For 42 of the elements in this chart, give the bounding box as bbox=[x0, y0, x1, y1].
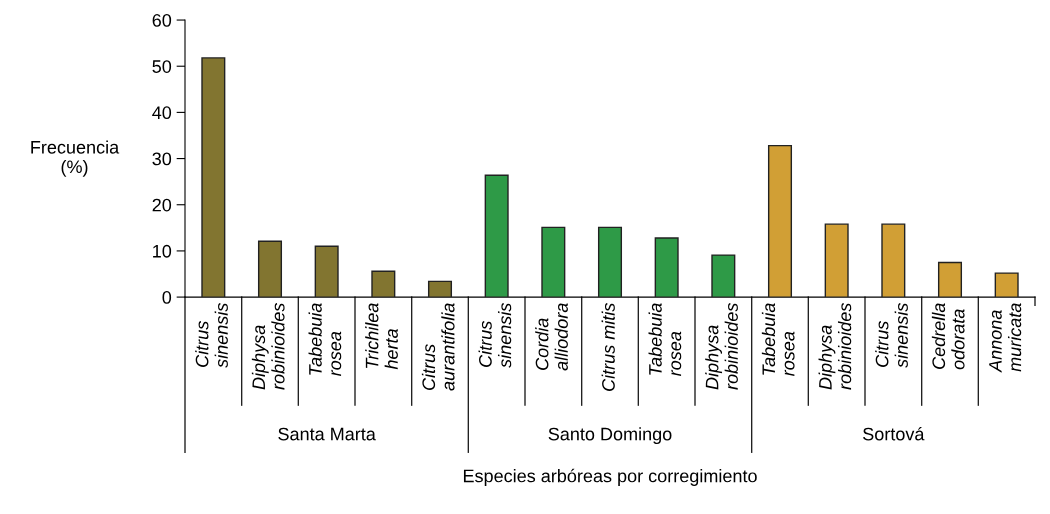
x-tick-label: Cedrella odorata bbox=[931, 303, 965, 370]
bar bbox=[427, 280, 453, 298]
x-tick-label: Diphysa robinioides bbox=[818, 303, 852, 390]
y-axis-title: Frecuencia (%) bbox=[31, 140, 120, 177]
bar bbox=[597, 226, 623, 298]
x-tick-label: Tabebuia rosea bbox=[308, 303, 342, 376]
text: Santo Domingo bbox=[548, 427, 672, 445]
text: Sortová bbox=[863, 426, 925, 441]
y-tick-label: 30 bbox=[152, 152, 172, 166]
y-tick-label: 40 bbox=[152, 106, 172, 120]
bar bbox=[654, 237, 679, 298]
y-tick-label: 10 bbox=[153, 244, 172, 258]
text: Santa Marta bbox=[278, 427, 376, 441]
y-tick-label: 50 bbox=[152, 60, 172, 73]
x-tick-label: Citrus mitis bbox=[601, 303, 615, 391]
y-tick-label: 0 bbox=[162, 291, 172, 304]
x-tick-label: Citrus sinensis bbox=[478, 303, 512, 368]
bar bbox=[767, 144, 793, 298]
x-tick-label: Annona muricata bbox=[989, 303, 1022, 373]
bar bbox=[881, 223, 906, 298]
y-tick-label: 20 bbox=[152, 198, 172, 212]
x-tick-label: Tabebuia rosea bbox=[761, 303, 795, 376]
bar bbox=[371, 270, 396, 298]
x-axis-title: Especies arbóreas por corregimiento bbox=[463, 468, 757, 486]
x-tick-label: Diphysa robinioides bbox=[705, 303, 738, 390]
x-tick-label: Citrus sinensis bbox=[195, 303, 228, 368]
bar bbox=[201, 57, 226, 298]
bar bbox=[994, 272, 1019, 298]
x-tick-label: Cordia alliodora bbox=[535, 303, 568, 371]
bar bbox=[541, 226, 566, 298]
bar bbox=[937, 261, 963, 298]
y-tick-label: 60 bbox=[152, 13, 172, 27]
bar bbox=[314, 245, 339, 298]
x-tick-label: Diphysa robinioides bbox=[251, 303, 285, 390]
x-tick-label: Citrus sinensis bbox=[875, 303, 908, 368]
bar bbox=[257, 240, 283, 298]
bar bbox=[824, 223, 849, 298]
bar bbox=[711, 254, 736, 298]
x-tick-label: Citrus aurantifolia bbox=[421, 303, 455, 391]
x-tick-label: Tabebuia rosea bbox=[648, 303, 682, 376]
bar bbox=[484, 174, 509, 298]
x-tick-label: Trichilea herta bbox=[365, 303, 398, 370]
